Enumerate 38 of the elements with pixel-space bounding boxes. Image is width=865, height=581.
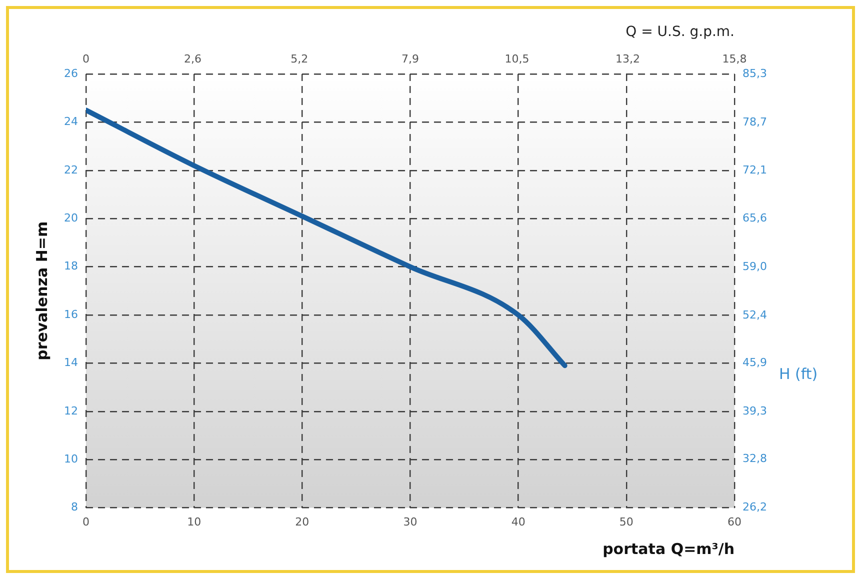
y-tick-label: 20 [64, 211, 78, 224]
y-tick-label: 10 [64, 452, 78, 466]
x2-tick-label: 15,8 [722, 52, 747, 66]
x-tick-label: 60 [728, 515, 742, 528]
y-tick-label: 8 [70, 500, 78, 514]
x2-tick-label: 13,2 [616, 52, 640, 66]
y-tick-label: 14 [64, 356, 78, 370]
y2-tick-label: 39,3 [742, 404, 768, 418]
x-tick-label: 10 [187, 515, 202, 528]
y2-tick-label: 45,9 [742, 356, 768, 370]
x2-tick-label: 7,9 [402, 52, 419, 66]
y2-tick-label: 32,8 [742, 452, 768, 466]
y2-axis-title: H (ft) [779, 365, 818, 384]
x2-tick-label: 10,5 [504, 52, 530, 66]
x2-tick-label: 5,2 [290, 52, 308, 66]
x-tick-label: 50 [619, 515, 634, 528]
y2-tick-label: 65,6 [742, 211, 768, 224]
y-tick-label: 22 [64, 163, 78, 176]
y2-tick-label: 52,4 [742, 308, 768, 322]
x2-tick-label: 0 [82, 52, 90, 66]
y-tick-label: 12 [64, 404, 78, 418]
y-tick-label: 18 [64, 260, 78, 273]
y-tick-label: 16 [64, 308, 78, 321]
y-tick-label: 24 [64, 115, 78, 128]
x2-axis-title: Q = U.S. g.p.m. [626, 24, 735, 40]
y-axis-title: prevalenza H=m [32, 221, 51, 360]
x2-tick-label: 2,6 [184, 52, 202, 66]
x-axis-title: portata Q=m³/h [602, 540, 735, 558]
y2-tick-label: 78,7 [742, 115, 768, 128]
y2-tick-label: 26,2 [742, 500, 768, 514]
x-tick-label: 40 [511, 515, 526, 528]
x-tick-label: 20 [295, 515, 310, 528]
x-tick-label: 0 [82, 515, 90, 528]
y2-tick-label: 59,0 [742, 260, 768, 273]
y2-tick-label: 85,3 [742, 66, 768, 80]
x-tick-label: 30 [403, 515, 418, 528]
y2-tick-label: 72,1 [742, 164, 768, 177]
y-tick-label: 26 [64, 66, 78, 80]
